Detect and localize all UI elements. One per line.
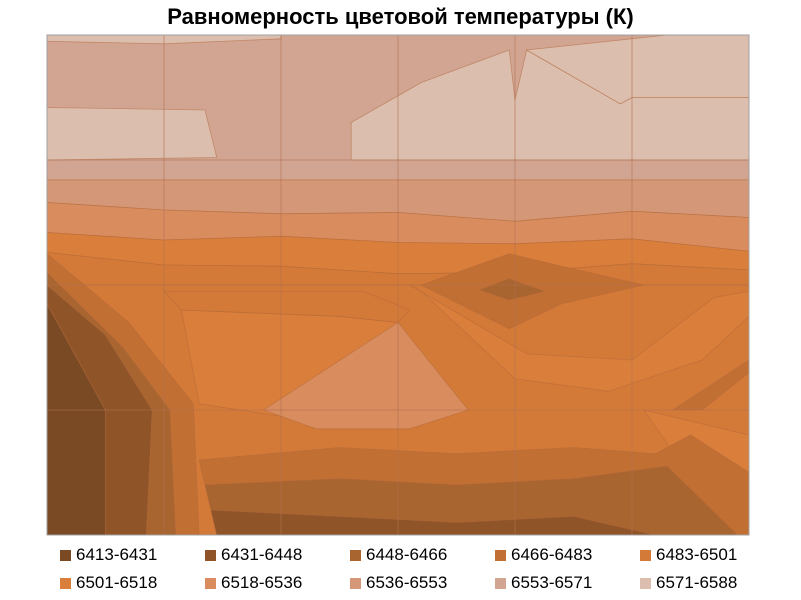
legend-label-6: 6518-6536 — [221, 573, 303, 592]
legend-label-2: 6448-6466 — [366, 545, 448, 564]
legend-item-8: 6553-6571 — [495, 572, 592, 594]
legend-item-3: 6466-6483 — [495, 544, 592, 566]
legend-label-4: 6483-6501 — [656, 545, 738, 564]
legend-item-9: 6571-6588 — [640, 572, 737, 594]
contour-band-9-24 — [46, 107, 218, 161]
legend-item-7: 6536-6553 — [350, 572, 447, 594]
legend-label-5: 6501-6518 — [76, 573, 158, 592]
legend-swatch-4 — [640, 549, 651, 561]
legend-item-4: 6483-6501 — [640, 544, 737, 566]
legend-item-1: 6431-6448 — [205, 544, 302, 566]
contour-band-2-7 — [478, 278, 546, 301]
legend-item-2: 6448-6466 — [350, 544, 447, 566]
legend-label-9: 6571-6588 — [656, 573, 738, 592]
legend-swatch-1 — [205, 549, 216, 561]
legend-swatch-9 — [640, 577, 651, 589]
legend-label-3: 6466-6483 — [511, 545, 593, 564]
legend-item-5: 6501-6518 — [60, 572, 157, 594]
legend-item-6: 6518-6536 — [205, 572, 302, 594]
legend-swatch-2 — [350, 549, 361, 561]
plot-frame — [46, 34, 750, 536]
legend-label-7: 6536-6553 — [366, 573, 448, 592]
legend-swatch-7 — [350, 577, 361, 589]
legend-label-1: 6431-6448 — [221, 545, 303, 564]
chart-title: Равномерность цветовой температуры (К) — [167, 4, 634, 29]
legend-swatch-3 — [495, 549, 506, 561]
legend-item-0: 6413-6431 — [60, 544, 157, 566]
legend-label-8: 6553-6571 — [511, 573, 593, 592]
gridlines — [47, 35, 749, 535]
legend-swatch-6 — [205, 577, 216, 589]
contour-band-6-15 — [262, 321, 469, 430]
legend-swatch-8 — [495, 577, 506, 589]
legend-swatch-0 — [60, 549, 71, 561]
legend-swatch-5 — [60, 577, 71, 589]
legend-label-0: 6413-6431 — [76, 545, 158, 564]
